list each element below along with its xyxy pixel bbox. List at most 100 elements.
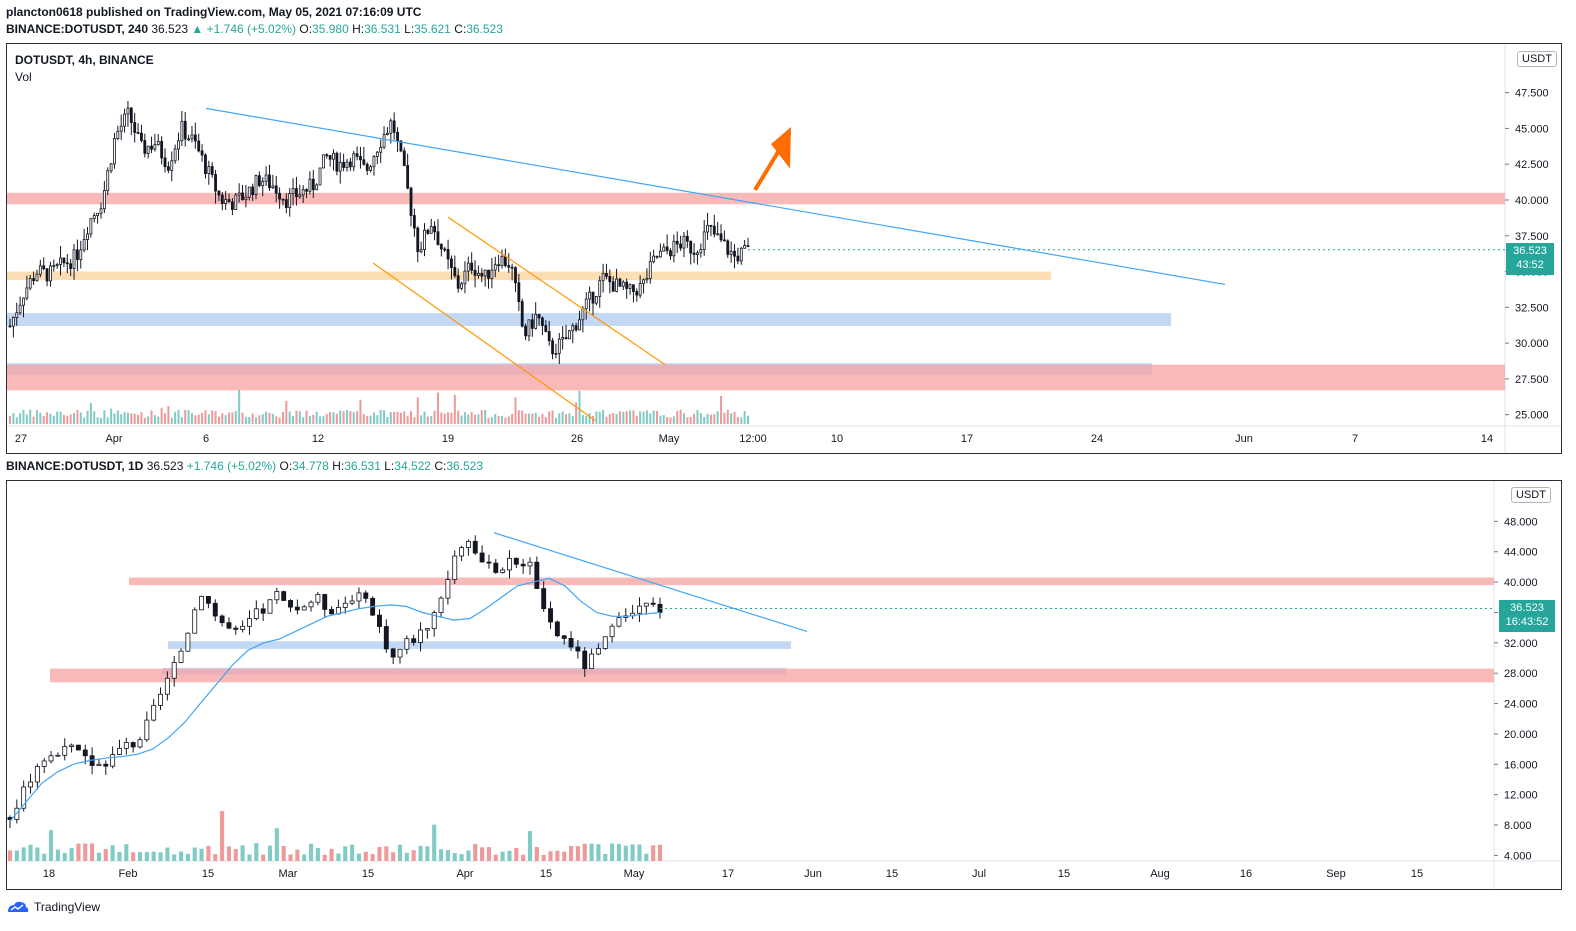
candle-body <box>99 208 103 214</box>
volume-bar <box>541 854 546 861</box>
volume-bar <box>507 416 510 424</box>
volume-bar <box>131 852 136 861</box>
volume-bar <box>527 831 533 861</box>
volume-bar <box>736 417 739 424</box>
candle-body <box>59 257 62 265</box>
candle-body <box>178 650 184 663</box>
top-symbol[interactable]: BINANCE:DOTUSDT, 240 <box>6 22 149 36</box>
volume-bar <box>21 847 26 861</box>
volume-bar <box>247 854 252 861</box>
candle-body <box>743 245 747 249</box>
candle-body <box>655 255 659 258</box>
candle-body <box>465 540 471 548</box>
candle-body <box>28 781 33 788</box>
top-legend-title: DOTUSDT, 4h, BINANCE <box>15 53 154 67</box>
candle-body <box>723 239 726 242</box>
candle-body <box>463 270 467 285</box>
candle-body <box>699 249 703 254</box>
volume-bar <box>158 852 163 861</box>
top-c-label: C: <box>454 22 467 36</box>
candle-body <box>257 175 261 187</box>
volume-bar <box>150 410 153 424</box>
candle-body <box>561 635 567 639</box>
candle-body <box>729 250 733 255</box>
candle-body <box>472 540 478 554</box>
candle-body <box>261 180 265 187</box>
bottom-symbol[interactable]: BINANCE:DOTUSDT, 1D <box>6 459 144 473</box>
candle-body <box>274 591 280 601</box>
candle-body <box>200 150 204 156</box>
volume-bar <box>274 828 279 861</box>
volume-bar <box>595 411 598 424</box>
volume-bar <box>490 417 493 424</box>
volume-bar <box>726 409 729 424</box>
candle-body <box>726 240 730 255</box>
candle-body <box>82 239 86 251</box>
y-tick-label: 37.500 <box>1515 231 1549 243</box>
candle-body <box>166 166 170 171</box>
candle-body <box>75 744 81 751</box>
volume-bar <box>179 851 184 861</box>
candle-body <box>305 189 308 192</box>
volume-bar <box>651 845 656 861</box>
candle-body <box>193 134 197 142</box>
moving-average-line <box>9 577 661 822</box>
volume-bar <box>548 851 553 861</box>
candle-body <box>237 192 241 196</box>
top-currency-badge[interactable]: USDT <box>1517 51 1557 67</box>
candle-body <box>356 592 362 602</box>
candle-body <box>736 255 740 262</box>
top-h-label: H: <box>352 22 365 36</box>
candle-body <box>520 301 524 327</box>
volume-bar <box>497 415 500 424</box>
candle-body <box>42 265 46 270</box>
volume-bar <box>228 412 231 424</box>
volume-bar <box>356 411 359 424</box>
candle-body <box>446 249 450 260</box>
candle-body <box>650 602 656 605</box>
volume-bar <box>457 410 460 424</box>
candle-body <box>443 248 447 251</box>
x-tick-label: Jun <box>1235 433 1253 445</box>
volume-bar <box>669 417 672 424</box>
volume-bar <box>66 415 69 424</box>
volume-bar <box>292 416 295 424</box>
volume-bar <box>682 413 685 424</box>
candle-body <box>8 325 12 328</box>
candle-body <box>424 628 430 631</box>
candle-body <box>328 154 332 160</box>
volume-bar <box>656 411 659 424</box>
volume-bar <box>531 413 534 424</box>
volume-bar <box>393 411 396 424</box>
footer-brand[interactable]: TradingView <box>34 900 101 914</box>
candle-body <box>315 184 319 191</box>
top-chart-panel[interactable]: 25.00027.50030.00032.50035.00037.50040.0… <box>6 43 1562 454</box>
candle-body <box>431 612 437 630</box>
volume-bar <box>258 415 261 424</box>
volume-bar <box>352 412 355 424</box>
volume-bar <box>716 411 719 424</box>
y-tick-label: 28.000 <box>1504 668 1538 680</box>
top-chart-svg[interactable]: 25.00027.50030.00032.50035.00037.50040.0… <box>7 44 1561 453</box>
bottom-currency-badge[interactable]: USDT <box>1511 487 1551 503</box>
candle-body <box>625 281 629 289</box>
y-tick-label: 4.000 <box>1504 850 1532 862</box>
bottom-chart-panel[interactable]: 4.000 8.000 12.000 16.000 20.000 24.000 28.000… <box>6 480 1562 890</box>
zone-blue <box>7 313 1171 326</box>
candle-body <box>311 178 315 191</box>
bottom-chart-svg[interactable]: 4.000 8.000 12.000 16.000 20.000 24.000 28.000… <box>7 481 1561 889</box>
candle-body <box>389 120 393 134</box>
candle-body <box>197 140 201 152</box>
descending-trendline <box>205 107 1226 286</box>
candle-body <box>429 226 433 234</box>
candle-body <box>541 317 544 326</box>
volume-bar <box>544 417 547 424</box>
volume-bar <box>32 416 35 424</box>
volume-bar <box>49 830 54 861</box>
x-tick-label: 15 <box>1411 868 1423 880</box>
y-tick-label: 30.000 <box>1515 338 1549 350</box>
volume-bar <box>480 847 485 861</box>
candle-body <box>739 247 743 262</box>
volume-bar <box>474 414 477 424</box>
candle-body <box>160 140 164 159</box>
